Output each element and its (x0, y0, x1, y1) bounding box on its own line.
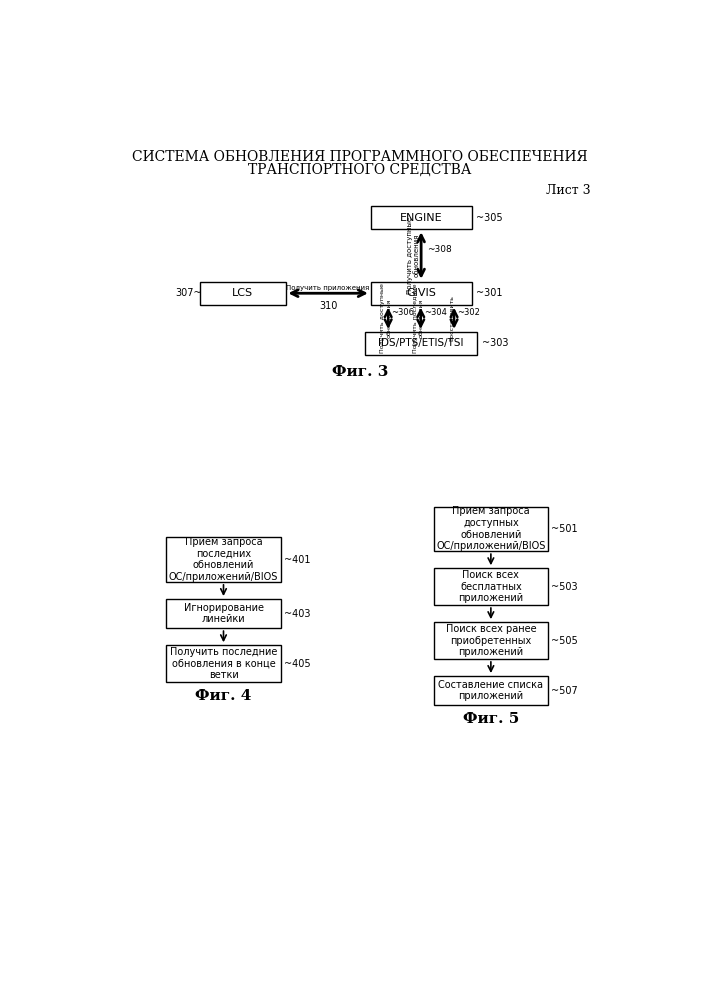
Text: ~405: ~405 (284, 659, 311, 669)
Text: Поиск всех ранее
приобретенных
приложений: Поиск всех ранее приобретенных приложени… (446, 624, 536, 657)
FancyBboxPatch shape (434, 568, 548, 605)
Text: ~403: ~403 (284, 609, 311, 619)
Text: ~301: ~301 (476, 288, 503, 298)
Text: Поиск всех
бесплатных
приложений: Поиск всех бесплатных приложений (458, 570, 524, 603)
Text: Составление списка
приложений: Составление списка приложений (439, 680, 543, 701)
FancyBboxPatch shape (166, 599, 281, 628)
FancyBboxPatch shape (365, 332, 477, 355)
Text: LCS: LCS (232, 288, 254, 298)
Text: ~308: ~308 (427, 245, 451, 254)
Text: 310: 310 (319, 301, 337, 311)
Text: Фиг. 4: Фиг. 4 (195, 689, 252, 703)
FancyBboxPatch shape (166, 537, 281, 582)
Text: IDS/PTS/ETIS/TSI: IDS/PTS/ETIS/TSI (378, 338, 464, 348)
FancyBboxPatch shape (200, 282, 285, 305)
FancyBboxPatch shape (434, 507, 548, 551)
Text: СИСТЕМА ОБНОВЛЕНИЯ ПРОГРАММНОГО ОБЕСПЕЧЕНИЯ: СИСТЕМА ОБНОВЛЕНИЯ ПРОГРАММНОГО ОБЕСПЕЧЕ… (132, 150, 588, 164)
Text: ENGINE: ENGINE (400, 213, 442, 223)
FancyBboxPatch shape (370, 206, 472, 229)
FancyBboxPatch shape (434, 676, 548, 705)
Text: GIVIS: GIVIS (406, 288, 436, 298)
Text: Получить последние
обновления: Получить последние обновления (413, 284, 424, 353)
Text: ~304: ~304 (424, 308, 446, 317)
Text: Получить доступные
обновления: Получить доступные обновления (380, 283, 392, 353)
Text: ~401: ~401 (284, 555, 311, 565)
Text: ~306: ~306 (392, 308, 414, 317)
Text: Игнорирование
линейки: Игнорирование линейки (183, 603, 264, 624)
Text: ~503: ~503 (551, 582, 578, 592)
Text: Прием запроса
доступных
обновлений
ОС/приложений/BIOS: Прием запроса доступных обновлений ОС/пр… (436, 506, 546, 551)
Text: ~302: ~302 (457, 308, 480, 317)
Text: ~505: ~505 (551, 636, 578, 646)
Text: Получить последние
обновления в конце
ветки: Получить последние обновления в конце ве… (170, 647, 277, 680)
Text: Получить приложения: Получить приложения (287, 285, 370, 291)
Text: Лист 3: Лист 3 (546, 184, 591, 197)
Text: Фиг. 3: Фиг. 3 (332, 365, 388, 379)
Text: ~507: ~507 (551, 686, 578, 696)
Text: ~305: ~305 (476, 213, 503, 223)
Text: Прием запроса
последних
обновлений
ОС/приложений/BIOS: Прием запроса последних обновлений ОС/пр… (169, 537, 278, 582)
Text: ~501: ~501 (551, 524, 578, 534)
FancyBboxPatch shape (434, 622, 548, 659)
Text: Фиг. 5: Фиг. 5 (463, 712, 519, 726)
Text: 307~: 307~ (176, 288, 202, 298)
FancyBboxPatch shape (370, 282, 472, 305)
Text: ~303: ~303 (482, 338, 508, 348)
FancyBboxPatch shape (166, 645, 281, 682)
Text: ТРАНСПОРТНОГО СРЕДСТВА: ТРАНСПОРТНОГО СРЕДСТВА (248, 163, 472, 177)
Text: Получить доступные
обновления: Получить доступные обновления (407, 217, 420, 294)
Text: Восстановить: Восстановить (449, 295, 454, 341)
